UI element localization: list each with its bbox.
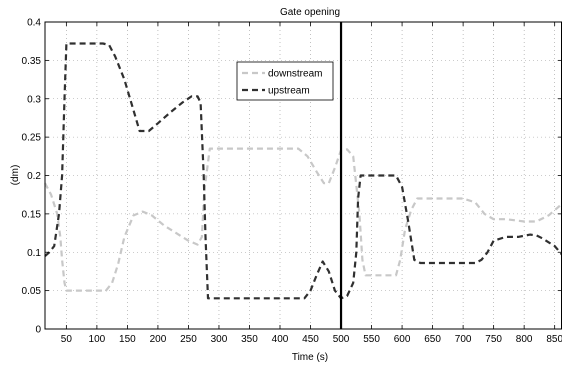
legend-label-downstream: downstream (268, 69, 322, 80)
x-tick-label: 800 (516, 334, 533, 345)
y-tick-label: 0.1 (27, 248, 41, 259)
y-tick-label: 0 (35, 325, 41, 336)
y-axis: 0 0.05 0.1 0.15 0.2 0.25 0.3 0.35 0.4 (22, 18, 562, 336)
legend: downstream upstream (236, 61, 334, 101)
y-tick-label: 0.25 (22, 133, 42, 144)
y-tick-label: 0.05 (22, 286, 42, 297)
x-tick-label: 50 (61, 334, 73, 345)
x-tick-label: 650 (424, 334, 441, 345)
x-tick-label: 600 (394, 334, 411, 345)
y-tick-label: 0.4 (27, 18, 41, 29)
x-tick-label: 700 (455, 334, 472, 345)
x-tick-label: 450 (302, 334, 319, 345)
x-tick-label: 750 (485, 334, 502, 345)
x-tick-label: 350 (241, 334, 258, 345)
x-axis-title: Time (s) (292, 352, 328, 363)
x-tick-label: 100 (89, 334, 106, 345)
legend-label-upstream: upstream (268, 86, 310, 97)
x-tick-label: 550 (363, 334, 380, 345)
y-axis-title: (dm) (10, 165, 21, 186)
x-tick-label: 400 (272, 334, 289, 345)
x-axis: 50 100 150 200 250 300 350 400 450 500 550 600 650 70… (61, 22, 562, 345)
x-tick-label: 500 (333, 334, 350, 345)
y-tick-label: 0.15 (22, 209, 42, 220)
series-line-downstream (44, 147, 562, 292)
chart-title: Gate opening (280, 7, 340, 18)
x-tick-label: 200 (150, 334, 167, 345)
x-tick-label: 850 (546, 334, 562, 345)
x-tick-label: 250 (180, 334, 197, 345)
series-line-upstream (44, 42, 562, 300)
x-tick-label: 300 (211, 334, 228, 345)
x-tick-label: 150 (119, 334, 136, 345)
y-tick-label: 0.2 (27, 171, 41, 182)
legend-box (236, 61, 334, 101)
series-layer (44, 42, 562, 300)
y-tick-label: 0.35 (22, 56, 42, 67)
y-tick-label: 0.3 (27, 94, 41, 105)
